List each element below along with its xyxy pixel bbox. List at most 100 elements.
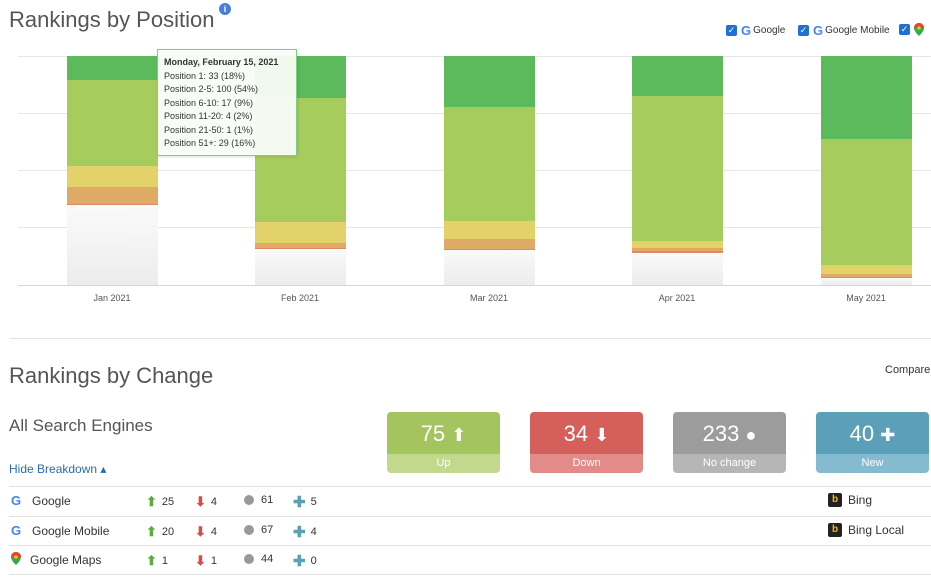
- bar-segment[interactable]: [631, 251, 723, 254]
- engine-row-bing: b Bing: [828, 493, 872, 507]
- bar-segment[interactable]: [820, 138, 912, 266]
- bar-segment[interactable]: [631, 241, 723, 249]
- bar-segment[interactable]: [66, 203, 158, 205]
- x-tick-label: Apr 2021: [658, 293, 696, 303]
- bar-segment[interactable]: [66, 79, 158, 167]
- no-change-card[interactable]: 233 ● No change: [673, 412, 786, 473]
- up-value: 20: [161, 526, 175, 538]
- up-value: 1: [161, 555, 169, 567]
- arrow-down-icon: ⬇: [594, 425, 610, 445]
- same-stat: 67: [244, 524, 273, 536]
- legend-google-maps[interactable]: ✓: [899, 23, 924, 36]
- tooltip-line: Position 1: 33 (18%): [164, 70, 246, 81]
- checkbox-icon[interactable]: ✓: [726, 25, 737, 36]
- up-card[interactable]: 75 ⬆ Up: [387, 412, 500, 473]
- x-tick-label: Mar 2021: [469, 293, 509, 303]
- x-tick-label: Jan 2021: [93, 293, 131, 303]
- x-axis: [18, 285, 931, 286]
- legend-google[interactable]: ✓ G Google: [726, 23, 785, 38]
- bar-segment[interactable]: [443, 249, 535, 285]
- bar-segment[interactable]: [66, 166, 158, 187]
- bar-segment[interactable]: [254, 247, 346, 250]
- bar-segment[interactable]: [820, 277, 912, 285]
- checkbox-icon[interactable]: ✓: [899, 24, 910, 35]
- engine-name: Google Mobile: [32, 523, 110, 538]
- new-value: 5: [310, 496, 317, 508]
- same-stat: 44: [244, 553, 273, 565]
- checkbox-icon[interactable]: ✓: [798, 25, 809, 36]
- maps-pin-icon: [914, 23, 924, 36]
- bar-segment[interactable]: [631, 56, 723, 96]
- row-divider: [9, 516, 931, 517]
- new-count: 40: [849, 421, 875, 446]
- down-value: 4: [210, 496, 218, 508]
- bar-segment[interactable]: [443, 239, 535, 250]
- bar-segment[interactable]: [443, 249, 535, 250]
- bar-segment[interactable]: [66, 204, 158, 285]
- google-icon: G: [11, 493, 22, 508]
- no-change-count: 233: [702, 421, 740, 446]
- bar-segment[interactable]: [820, 274, 912, 277]
- up-stat: ⬆ 25: [146, 494, 174, 510]
- legend-label: Google: [753, 25, 786, 36]
- new-stat: ✚ 5: [293, 493, 317, 511]
- google-icon: G: [741, 23, 752, 38]
- bar-segment[interactable]: [631, 253, 723, 285]
- bar-segment[interactable]: [631, 248, 723, 252]
- up-label: Up: [387, 454, 500, 473]
- compare-button[interactable]: Compare: [885, 364, 931, 376]
- arrow-up-icon: ⬆: [146, 494, 157, 509]
- tooltip-title: Monday, February 15, 2021: [164, 57, 279, 67]
- arrow-up-icon: ⬆: [451, 425, 467, 445]
- same-value: 44: [261, 553, 274, 565]
- same-stat: 61: [244, 494, 273, 506]
- arrow-down-icon: ⬇: [195, 553, 206, 568]
- bar-segment[interactable]: [443, 56, 535, 107]
- new-card[interactable]: 40 ✚ New: [816, 412, 929, 473]
- bar-segment[interactable]: [66, 56, 158, 80]
- circle-icon: ●: [745, 425, 757, 445]
- down-stat: ⬇ 4: [195, 494, 217, 510]
- down-value: 1: [210, 555, 218, 567]
- row-divider: [9, 545, 931, 546]
- new-label: New: [816, 454, 929, 473]
- position-title: Rankings by Position: [9, 7, 215, 32]
- bar-segment[interactable]: [820, 56, 912, 139]
- bar-segment[interactable]: [254, 249, 346, 285]
- down-stat: ⬇ 1: [195, 553, 217, 569]
- bar-segment[interactable]: [254, 221, 346, 244]
- arrow-down-icon: ⬇: [195, 524, 206, 539]
- change-title: Rankings by Change: [9, 363, 214, 388]
- up-value: 25: [161, 496, 175, 508]
- engine-name: Google: [32, 493, 71, 508]
- down-card[interactable]: 34 ⬇ Down: [530, 412, 643, 473]
- circle-icon: [244, 525, 254, 535]
- arrow-up-icon: ⬆: [146, 553, 157, 568]
- plus-icon: ✚: [880, 425, 896, 445]
- bar-segment[interactable]: [820, 265, 912, 274]
- bar-segment[interactable]: [66, 186, 158, 204]
- bar-segment[interactable]: [820, 276, 912, 278]
- tooltip-line: Position 11-20: 4 (2%): [164, 111, 253, 121]
- down-count: 34: [563, 421, 589, 446]
- no-change-label: No change: [673, 454, 786, 473]
- down-value: 4: [210, 526, 218, 538]
- bar-segment[interactable]: [443, 106, 535, 222]
- tooltip-line: Position 21-50: 1 (1%): [164, 124, 254, 135]
- hide-breakdown-link[interactable]: Hide Breakdown ▴: [9, 462, 107, 476]
- bar-segment[interactable]: [631, 95, 723, 242]
- arrow-up-icon: ⬆: [146, 524, 157, 539]
- maps-pin-icon: [11, 552, 21, 565]
- info-icon[interactable]: i: [219, 3, 231, 15]
- legend-label: Google Mobile: [825, 25, 890, 36]
- x-tick-label: Feb 2021: [280, 293, 320, 303]
- bar-segment[interactable]: [254, 243, 346, 248]
- legend-google-mobile[interactable]: ✓ G Google Mobile: [798, 23, 890, 38]
- up-stat: ⬆ 1: [146, 553, 168, 569]
- down-label: Down: [530, 454, 643, 473]
- tooltip-line: Position 2-5: 100 (54%): [164, 84, 259, 94]
- bar-segment[interactable]: [443, 221, 535, 240]
- section-divider: [9, 338, 931, 339]
- new-stat: ✚ 4: [293, 523, 317, 541]
- bing-icon: b: [828, 523, 842, 537]
